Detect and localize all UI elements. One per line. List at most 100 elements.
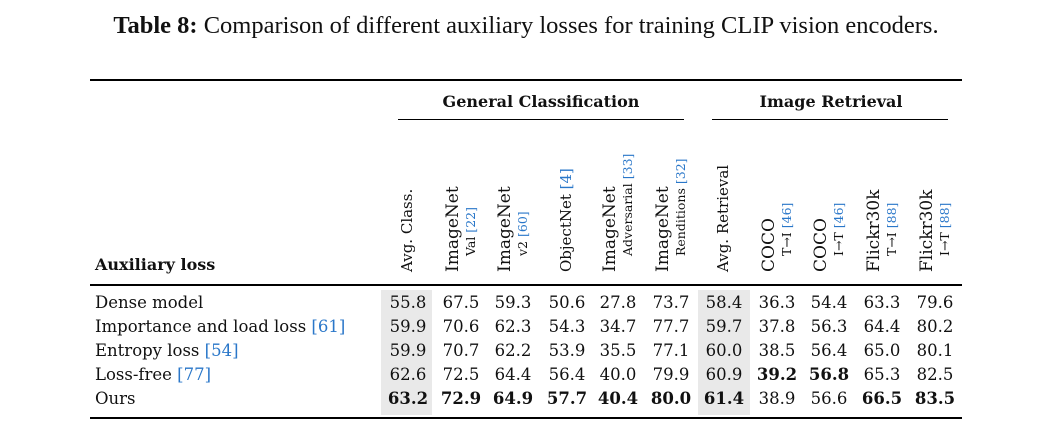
table-cell: 66.5 xyxy=(861,389,903,408)
citation-link[interactable]: [46] xyxy=(831,202,846,229)
table-cell: 56.4 xyxy=(548,365,586,384)
row-label: Importance and load loss [61] xyxy=(95,317,346,336)
table-cell: 35.5 xyxy=(599,341,637,360)
column-header-main: ImageNet xyxy=(443,186,463,272)
table-cell: 56.8 xyxy=(808,365,850,384)
column-header-sub: Val [22] xyxy=(463,207,478,256)
citation-link[interactable]: [33] xyxy=(620,153,635,180)
shaded-column-avg-class xyxy=(381,290,432,415)
table-cell: 58.4 xyxy=(705,293,743,312)
column-header-main: Flickr30k xyxy=(917,189,937,272)
table-cell: 39.2 xyxy=(756,365,798,384)
table-cell: 38.9 xyxy=(758,389,796,408)
mid-rule xyxy=(90,284,962,286)
table-cell: 50.6 xyxy=(548,293,586,312)
bottom-rule xyxy=(90,417,962,419)
table-cell: 38.5 xyxy=(758,341,796,360)
table-cell: 80.0 xyxy=(650,389,692,408)
column-header-main: ObjectNet [4] xyxy=(557,168,575,272)
table-cell: 77.7 xyxy=(652,317,690,336)
column-header-sub: Adversarial [33] xyxy=(620,153,635,256)
table-cell: 59.9 xyxy=(389,317,427,336)
table-cell: 80.1 xyxy=(916,341,954,360)
table-cell: 27.8 xyxy=(599,293,637,312)
table-cell: 54.3 xyxy=(548,317,586,336)
table-cell: 59.3 xyxy=(494,293,532,312)
citation-link[interactable]: [88] xyxy=(937,202,952,229)
column-header-main: ImageNet xyxy=(495,186,515,272)
table-cell: 82.5 xyxy=(916,365,954,384)
shaded-column-avg-retrieval xyxy=(698,290,750,415)
table-cell: 64.4 xyxy=(494,365,532,384)
table-cell: 62.6 xyxy=(389,365,427,384)
table-row: Importance and load loss [61] 59.9 70.6 62.… xyxy=(0,317,1052,341)
table-cell: 62.3 xyxy=(494,317,532,336)
table-cell: 79.9 xyxy=(652,365,690,384)
table-row: Dense model 55.8 67.5 59.3 50.6 27.8 73.7 58.4 3… xyxy=(0,293,1052,317)
row-header-auxiliary-loss: Auxiliary loss xyxy=(95,255,216,274)
column-header-sub: Renditions [32] xyxy=(673,158,688,256)
table-cell: 59.7 xyxy=(705,317,743,336)
column-header-sub: v2 [60] xyxy=(515,211,530,256)
column-header-sub: T→I [88] xyxy=(884,202,899,256)
table-cell: 37.8 xyxy=(758,317,796,336)
citation-link[interactable]: [88] xyxy=(884,202,899,229)
table-cell: 57.7 xyxy=(546,389,588,408)
table-cell: 56.3 xyxy=(810,317,848,336)
table-cell: 63.3 xyxy=(863,293,901,312)
citation-link[interactable]: [77] xyxy=(171,365,212,384)
column-header-main: COCO xyxy=(811,218,831,272)
citation-link[interactable]: [46] xyxy=(779,202,794,229)
top-rule xyxy=(90,79,962,81)
table-cell: 65.0 xyxy=(863,341,901,360)
column-header-main: COCO xyxy=(759,218,779,272)
row-label: Ours xyxy=(95,389,136,408)
table-cell: 59.9 xyxy=(389,341,427,360)
table-row: Loss-free [77] 62.6 72.5 64.4 56.4 40.0 79.9 60… xyxy=(0,365,1052,389)
table-cell: 40.0 xyxy=(599,365,637,384)
row-label: Dense model xyxy=(95,293,204,312)
group-underline-retrieval xyxy=(712,119,948,120)
citation-link[interactable]: [61] xyxy=(306,317,346,336)
table-cell: 62.2 xyxy=(494,341,532,360)
table-cell: 77.1 xyxy=(652,341,690,360)
caption-label: Table 8: xyxy=(113,12,198,39)
table-cell: 36.3 xyxy=(758,293,796,312)
table-caption: Table 8: Comparison of different auxilia… xyxy=(0,12,1052,40)
table-cell: 67.5 xyxy=(442,293,480,312)
table-cell: 64.4 xyxy=(863,317,901,336)
table-cell: 64.9 xyxy=(492,389,534,408)
table-cell: 54.4 xyxy=(810,293,848,312)
table-cell: 63.2 xyxy=(387,389,429,408)
table-cell: 73.7 xyxy=(652,293,690,312)
table-cell: 61.4 xyxy=(703,389,745,408)
table-cell: 56.6 xyxy=(810,389,848,408)
group-header-classification: General Classification xyxy=(442,92,640,111)
table-cell: 72.9 xyxy=(440,389,482,408)
caption-text: Comparison of different auxiliary losses… xyxy=(203,12,939,39)
column-header-sub: I→T [88] xyxy=(937,202,952,256)
table-cell: 83.5 xyxy=(914,389,956,408)
column-header-main: ImageNet xyxy=(653,186,673,272)
row-label: Entropy loss [54] xyxy=(95,341,239,360)
citation-link[interactable]: [54] xyxy=(199,341,239,360)
table-cell: 55.8 xyxy=(389,293,427,312)
column-header-main: Flickr30k xyxy=(864,189,884,272)
group-underline-classification xyxy=(398,119,684,120)
table-row: Entropy loss [54] 59.9 70.7 62.2 53.9 35.5 77.… xyxy=(0,341,1052,365)
column-header-main: Avg. Class. xyxy=(398,188,416,272)
column-header-sub: I→T [46] xyxy=(831,202,846,256)
table-cell: 56.4 xyxy=(810,341,848,360)
table-cell: 65.3 xyxy=(863,365,901,384)
table-cell: 80.2 xyxy=(916,317,954,336)
column-header-main: Avg. Retrieval xyxy=(714,164,732,272)
table-cell: 34.7 xyxy=(599,317,637,336)
citation-link[interactable]: [4] xyxy=(557,168,575,195)
group-header-retrieval: Image Retrieval xyxy=(759,92,903,111)
table-cell: 72.5 xyxy=(442,365,480,384)
citation-link[interactable]: [22] xyxy=(463,207,478,233)
table-cell: 53.9 xyxy=(548,341,586,360)
column-header-sub: T→I [46] xyxy=(779,202,794,256)
citation-link[interactable]: [32] xyxy=(673,158,688,185)
citation-link[interactable]: [60] xyxy=(515,211,530,237)
